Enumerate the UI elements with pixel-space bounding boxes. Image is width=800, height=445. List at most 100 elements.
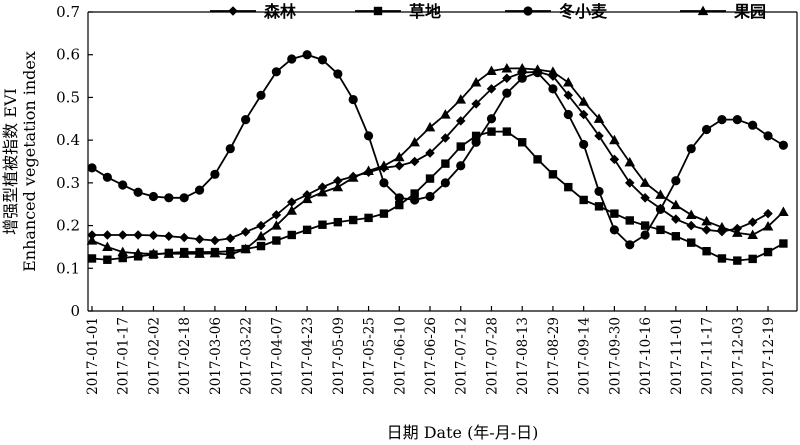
data-point bbox=[118, 180, 128, 190]
data-point bbox=[347, 172, 359, 182]
data-point bbox=[625, 240, 635, 250]
data-point bbox=[656, 225, 665, 235]
data-point bbox=[86, 235, 98, 245]
legend-item: 冬小麦 bbox=[505, 2, 608, 21]
data-point bbox=[763, 208, 773, 219]
data-point bbox=[471, 137, 481, 147]
legend-label: 森林 bbox=[264, 2, 296, 21]
x-tick-label: 2017-02-02 bbox=[146, 317, 162, 395]
data-point bbox=[624, 178, 635, 188]
data-point bbox=[747, 217, 758, 227]
data-point bbox=[563, 77, 574, 87]
data-point bbox=[594, 186, 604, 196]
data-point bbox=[732, 115, 742, 125]
data-point bbox=[579, 139, 589, 150]
data-point bbox=[209, 247, 221, 258]
data-point bbox=[547, 66, 559, 76]
data-point bbox=[717, 115, 727, 125]
data-point bbox=[593, 113, 605, 123]
x-tick-label: 2017-08-13 bbox=[515, 317, 531, 395]
data-point bbox=[578, 96, 589, 106]
x-tick-label: 2017-05-09 bbox=[331, 317, 347, 395]
data-point bbox=[486, 65, 497, 76]
data-point bbox=[287, 230, 296, 240]
data-point bbox=[178, 248, 190, 258]
data-point bbox=[502, 127, 512, 136]
x-tick-label: 2017-01-01 bbox=[85, 317, 101, 395]
data-point bbox=[471, 99, 481, 109]
data-point bbox=[625, 216, 634, 225]
data-point bbox=[348, 215, 358, 225]
data-point bbox=[748, 120, 758, 130]
data-point bbox=[624, 156, 636, 167]
data-point bbox=[747, 229, 758, 240]
x-tick-label: 2017-07-12 bbox=[454, 317, 470, 395]
data-point bbox=[670, 199, 682, 210]
data-point bbox=[716, 221, 728, 232]
series-2 bbox=[87, 50, 788, 250]
data-point bbox=[640, 230, 650, 240]
data-point bbox=[440, 178, 450, 188]
data-point bbox=[685, 209, 697, 219]
data-point bbox=[286, 205, 298, 215]
data-point bbox=[409, 156, 420, 167]
data-point bbox=[533, 155, 542, 164]
data-point bbox=[455, 116, 466, 126]
data-point bbox=[133, 187, 143, 197]
legend-label: 果园 bbox=[733, 2, 766, 21]
data-point bbox=[671, 176, 681, 186]
x-tick-label: 2017-01-17 bbox=[116, 317, 132, 395]
x-tick-label: 2017-04-23 bbox=[300, 317, 316, 395]
data-point bbox=[394, 193, 404, 203]
data-point bbox=[671, 214, 681, 224]
data-point bbox=[578, 109, 589, 120]
data-point bbox=[194, 234, 205, 245]
data-point bbox=[378, 160, 390, 170]
x-tick-label: 2017-04-07 bbox=[269, 317, 285, 395]
data-point bbox=[379, 209, 389, 218]
data-point bbox=[117, 230, 128, 240]
data-point bbox=[701, 124, 712, 135]
x-tick-label: 2017-08-29 bbox=[546, 317, 562, 395]
legend: 森林 草地 冬小麦 果园 bbox=[210, 2, 766, 21]
data-point bbox=[394, 151, 405, 162]
data-point bbox=[225, 144, 235, 154]
data-point bbox=[516, 62, 528, 73]
data-point bbox=[425, 148, 435, 158]
data-point bbox=[763, 131, 773, 141]
y-tick-label: 0.4 bbox=[56, 131, 80, 149]
data-point bbox=[332, 181, 344, 192]
data-point bbox=[87, 163, 97, 173]
series-line bbox=[91, 53, 784, 246]
y-tick-label: 0.6 bbox=[56, 46, 80, 64]
data-point bbox=[410, 195, 420, 205]
data-point bbox=[778, 140, 788, 150]
x-axis-title: 日期 Date (年-月-日) bbox=[387, 423, 539, 442]
y-tick-label: 0.3 bbox=[56, 174, 80, 192]
legend-label: 草地 bbox=[409, 2, 441, 21]
data-point bbox=[487, 127, 496, 136]
data-point bbox=[502, 88, 512, 98]
data-point bbox=[639, 177, 651, 187]
data-point bbox=[762, 221, 774, 231]
data-point bbox=[456, 142, 465, 151]
legend-marker bbox=[523, 6, 533, 16]
data-point bbox=[548, 84, 558, 94]
data-point bbox=[564, 182, 573, 192]
data-point bbox=[317, 55, 328, 65]
y-tick-label: 0.1 bbox=[56, 259, 80, 277]
legend-marker bbox=[228, 6, 238, 16]
data-point bbox=[733, 256, 742, 265]
data-point bbox=[778, 206, 789, 216]
data-point bbox=[255, 230, 267, 241]
data-point bbox=[194, 185, 205, 195]
data-point bbox=[732, 227, 743, 237]
x-tick-label: 2017-12-19 bbox=[761, 317, 777, 395]
data-point bbox=[103, 255, 112, 264]
data-point bbox=[518, 138, 527, 147]
data-point bbox=[148, 191, 159, 202]
legend-item: 森林 bbox=[210, 2, 296, 21]
data-point bbox=[102, 172, 112, 182]
y-tick-label: 0.2 bbox=[56, 217, 80, 235]
data-point bbox=[133, 230, 143, 240]
